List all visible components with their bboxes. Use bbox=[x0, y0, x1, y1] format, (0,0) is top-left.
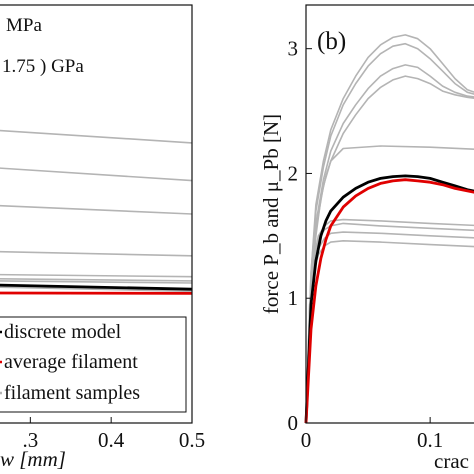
panel-b-series-line-8 bbox=[305, 240, 474, 424]
panel-a-xtick-label: .3 bbox=[22, 428, 38, 452]
panel-a-series-line-1 bbox=[0, 167, 193, 182]
panel-a-series-line-8 bbox=[0, 283, 193, 291]
panel-a-xtick-label: 0.4 bbox=[98, 428, 125, 452]
legend-label-average-filament: average filament bbox=[4, 351, 138, 373]
b-y-axis-label: force P_b and μ_Pb [N] bbox=[259, 114, 283, 314]
panel-b-series-line-7 bbox=[305, 231, 474, 424]
a-axes-frame bbox=[0, 4, 193, 424]
panel-a-series-line-3 bbox=[0, 250, 193, 257]
a-x-axis-label-text: w [mm] bbox=[0, 447, 66, 471]
a-series-group bbox=[0, 129, 193, 295]
legend-label-discrete-model: discrete model bbox=[4, 321, 122, 343]
panel-b-series-line-10 bbox=[304, 178, 474, 424]
panel-a-series-line-6 bbox=[0, 280, 193, 284]
panel-b-series-line-5 bbox=[305, 218, 474, 424]
annotation-modulus: 1.75 ) GPa bbox=[2, 56, 84, 77]
panel-a-series-line-7 bbox=[0, 286, 193, 293]
panel-b-xtick-label: 0.1 bbox=[417, 428, 443, 452]
panel-b-ytick-label: 0 bbox=[288, 411, 299, 435]
panel-a-series-line-0 bbox=[0, 129, 193, 144]
panel-b-series-line-9 bbox=[304, 174, 474, 424]
b-axes-frame bbox=[305, 4, 474, 424]
b-x-axis-label: crac bbox=[434, 449, 469, 473]
b-ytick-group: 0 1 2 3 bbox=[288, 37, 312, 435]
panel-a-xtick-label: 0.5 bbox=[179, 428, 205, 452]
a-legend: discrete model average filament filament… bbox=[0, 316, 187, 413]
a-legend-box bbox=[0, 316, 187, 413]
panel-b-series-line-1 bbox=[305, 42, 474, 424]
panel-label-b: (b) bbox=[317, 28, 346, 55]
annotation-stress: MPa bbox=[6, 15, 42, 36]
panel-b-series-line-0 bbox=[305, 34, 474, 424]
panel-b-series-line-6 bbox=[305, 222, 474, 424]
panel-b-xtick-label: 0 bbox=[301, 428, 312, 452]
legend-label-filament-samples: filament samples bbox=[4, 382, 140, 404]
panel-b-series-line-2 bbox=[305, 64, 474, 424]
b-xtick-group: 0 0.1 bbox=[301, 417, 443, 452]
panel-a: MPa 1.75 ) GPa .3 0.4 0.5 discrete model a… bbox=[0, 4, 205, 471]
a-xtick-group: .3 0.4 0.5 bbox=[22, 417, 205, 452]
panel-b-ytick-label: 3 bbox=[288, 37, 299, 61]
panel-a-series-line-4 bbox=[0, 273, 193, 278]
panel-b-ytick-label: 2 bbox=[288, 161, 299, 185]
a-x-axis-label: w [mm] bbox=[0, 447, 66, 471]
panel-a-series-line-2 bbox=[0, 204, 193, 215]
b-series-group bbox=[304, 34, 474, 424]
panel-b-ytick-label: 1 bbox=[288, 286, 299, 310]
panel-a-series-line-5 bbox=[0, 278, 193, 282]
